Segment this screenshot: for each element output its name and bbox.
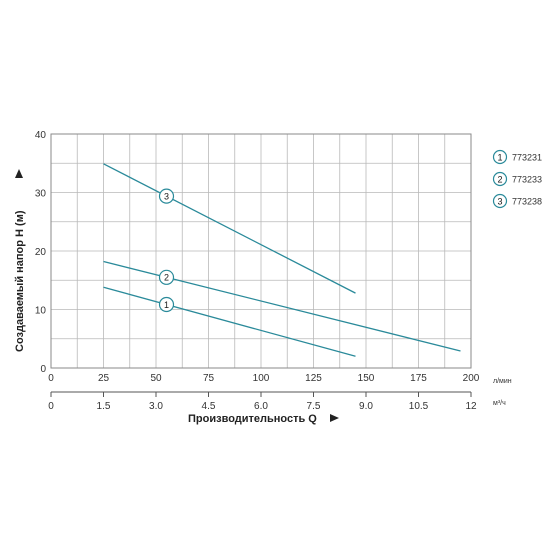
x-secondary-tick-label: 7.5 xyxy=(307,401,321,412)
x-secondary-tick-marks xyxy=(50,392,472,397)
x-secondary-tick-labels: 0 1.5 3.0 4.5 6.0 7.5 9.0 10.5 12 xyxy=(48,401,477,412)
x-secondary-tick-label: 0 xyxy=(48,401,54,412)
legend-marker-label: 3 xyxy=(497,196,502,206)
y-tick-label: 10 xyxy=(35,306,47,317)
series-marker-3 xyxy=(158,188,175,204)
y-tick-label: 40 xyxy=(35,130,47,141)
y-axis-title: Создаваемый напор Н (м) xyxy=(14,210,26,352)
legend-entry-773231: 773231 xyxy=(512,152,542,162)
series-markers: 1 2 3 xyxy=(158,188,175,313)
legend-entry-773238: 773238 xyxy=(512,196,542,206)
series-marker-1 xyxy=(158,296,175,313)
legend-marker xyxy=(492,149,508,165)
x-primary-tick-label: 175 xyxy=(410,373,427,384)
legend-marker-label: 2 xyxy=(497,174,502,184)
x-secondary-tick-label: 12 xyxy=(465,401,477,412)
x-secondary-tick-label: 9.0 xyxy=(359,401,373,412)
legend-marker xyxy=(492,171,508,187)
x-primary-tick-label: 200 xyxy=(463,373,480,384)
y-axis-arrow-icon xyxy=(15,169,23,178)
x-secondary-tick-label: 10.5 xyxy=(409,401,429,412)
y-tick-label: 30 xyxy=(35,189,47,200)
x-primary-tick-label: 75 xyxy=(203,373,215,384)
legend-entry-773233: 773233 xyxy=(512,174,542,184)
x-axis-title: Производительность Q xyxy=(188,413,317,425)
x-secondary-tick-label: 6.0 xyxy=(254,401,268,412)
x-secondary-tick-label: 4.5 xyxy=(202,401,216,412)
series-line-773238 xyxy=(103,163,356,294)
x-primary-tick-label: 0 xyxy=(48,373,54,384)
grid xyxy=(51,134,471,368)
series-marker-label: 2 xyxy=(164,273,169,283)
x-secondary-tick-label: 3.0 xyxy=(149,401,163,412)
series-marker-2 xyxy=(158,269,175,285)
y-tick-label: 0 xyxy=(40,364,46,375)
y-tick-label: 20 xyxy=(35,247,47,258)
x-primary-tick-label: 150 xyxy=(358,373,375,384)
y-tick-labels: 0 10 20 30 40 xyxy=(35,130,47,375)
series-line-773233 xyxy=(103,260,461,352)
plot-frame xyxy=(50,133,472,369)
x-primary-tick-label: 125 xyxy=(305,373,322,384)
legend: 1 773231 2 773233 3 773238 xyxy=(492,149,542,209)
legend-marker xyxy=(492,193,508,209)
x-primary-tick-label: 100 xyxy=(253,373,270,384)
x-primary-tick-label: 25 xyxy=(98,373,110,384)
x-primary-tick-labels: 0 25 50 75 100 125 150 175 200 xyxy=(48,373,480,384)
series-line-773231 xyxy=(103,286,356,357)
x-secondary-unit: м³/ч xyxy=(493,400,506,407)
x-secondary-tick-label: 1.5 xyxy=(97,401,111,412)
x-primary-tick-label: 50 xyxy=(150,373,162,384)
series-marker-label: 1 xyxy=(164,300,169,310)
x-axis-arrow-icon xyxy=(330,414,339,422)
legend-marker-label: 1 xyxy=(497,152,502,162)
series-marker-label: 3 xyxy=(164,191,169,201)
x-primary-unit: л/мин xyxy=(493,378,512,385)
